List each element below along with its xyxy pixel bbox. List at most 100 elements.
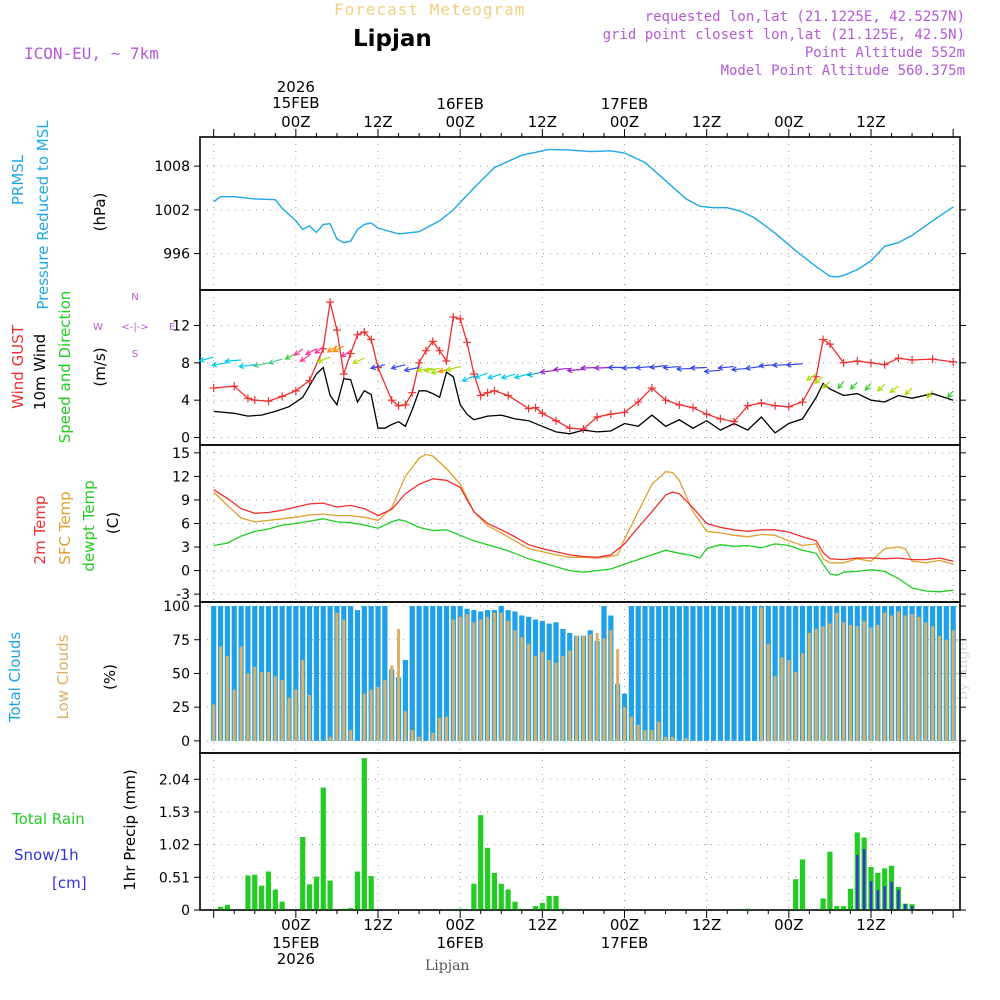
gust-marker xyxy=(463,338,472,347)
gust-marker xyxy=(894,354,903,363)
low-cloud-bar xyxy=(465,614,469,741)
pressure-label: PRMSL xyxy=(9,154,27,205)
snow-bar xyxy=(890,881,893,910)
low-cloud-bar xyxy=(273,676,277,741)
wind-arrow xyxy=(634,364,652,371)
low-cloud-bar xyxy=(253,666,257,741)
total-cloud-bar xyxy=(669,606,676,741)
gust-marker xyxy=(367,335,376,344)
panel-frame-temp xyxy=(199,444,961,603)
wind-arrow xyxy=(390,364,406,371)
pressure-label-long: Pressure Reduced to MSL xyxy=(34,120,52,310)
wind-arrow xyxy=(238,363,255,369)
low-cloud-bar xyxy=(349,730,353,741)
total-cloud-bar xyxy=(731,606,737,741)
snow-bar xyxy=(903,904,907,910)
gust-marker xyxy=(880,360,889,369)
low-cloud-bar xyxy=(780,657,784,741)
low-cloud-bar xyxy=(575,635,579,741)
low-cloud-bar xyxy=(883,612,887,741)
wind-arrow xyxy=(703,368,721,375)
low-cloud-bar xyxy=(664,736,668,741)
wind-arrow xyxy=(904,387,913,396)
bottom-time-label: 00Z xyxy=(445,916,474,934)
wind-arrow xyxy=(211,361,228,368)
gust-marker xyxy=(702,410,711,419)
gust-marker xyxy=(531,403,540,412)
low-cloud-bar xyxy=(855,626,859,741)
low-cloud-bar xyxy=(588,634,592,741)
snow-bar xyxy=(869,881,873,910)
low-cloud-bar xyxy=(417,736,421,741)
rain-bar xyxy=(252,874,258,910)
y-tick-label: -3 xyxy=(176,587,190,603)
gust-marker xyxy=(504,391,513,400)
wind-arrow xyxy=(717,364,735,371)
low-cloud-bar xyxy=(931,626,935,741)
low-cloud-bar xyxy=(801,653,805,741)
snow-bar xyxy=(883,886,886,910)
snow-bar xyxy=(910,906,914,910)
total-cloud-bar xyxy=(361,606,367,741)
wind-arrow xyxy=(284,352,297,360)
wind-arrow xyxy=(837,381,845,390)
wind-arrow xyxy=(785,361,803,368)
low-cloud-bar xyxy=(821,626,825,741)
total-cloud-bar xyxy=(751,606,758,741)
rain-bar xyxy=(354,871,361,910)
low-cloud-bar xyxy=(910,614,914,741)
total-cloud-bar xyxy=(430,606,436,741)
rain-bar xyxy=(327,880,333,910)
wind-arrow xyxy=(946,390,954,399)
wind-unit: (m/s) xyxy=(91,347,109,386)
y-tick-label: 996 xyxy=(163,247,190,263)
rain-bar xyxy=(560,908,566,910)
total-cloud-bar xyxy=(697,606,703,741)
gust-marker xyxy=(730,417,739,426)
total-cloud-bar xyxy=(231,606,237,741)
low-cloud-bar xyxy=(937,635,941,741)
closest-coords: grid point closest lon,lat (21.125E, 42.… xyxy=(602,27,965,43)
wind-arrow xyxy=(224,358,242,364)
low-cloud-bar xyxy=(807,633,811,741)
top-date-label: 16FEB xyxy=(436,95,483,113)
gust-marker xyxy=(647,384,656,393)
panel-frame-pressure xyxy=(199,136,961,291)
rain-bar xyxy=(484,847,491,910)
low-cloud-bar xyxy=(513,630,517,741)
y-tick-label: 50 xyxy=(172,666,190,682)
low-cloud-bar xyxy=(335,612,339,741)
total-cloud-bar xyxy=(245,606,251,741)
low-cloud-bar xyxy=(876,624,880,741)
snow-unit-legend: [cm] xyxy=(52,874,87,892)
low-cloud-bar xyxy=(924,622,928,741)
low-cloud-bar xyxy=(540,651,544,741)
location-title: Lipjan xyxy=(353,26,432,52)
wind-arrow xyxy=(526,371,543,378)
snow-bar xyxy=(856,854,859,910)
wind-arrow xyxy=(500,373,516,380)
total-cloud-bar xyxy=(382,606,388,741)
total-cloud-bar xyxy=(402,659,409,741)
total-cloud-bar xyxy=(628,606,634,741)
total-cloud-bar xyxy=(293,606,299,741)
low-cloud-bar xyxy=(431,732,435,741)
gust-marker xyxy=(524,404,533,413)
gust-marker xyxy=(250,396,259,405)
gust-marker xyxy=(278,392,287,401)
low-cloud-bar xyxy=(533,655,538,741)
low-cloud-bar xyxy=(561,655,565,741)
gust-marker xyxy=(716,414,725,423)
temp-2m-label: 2m Temp xyxy=(31,496,49,565)
wind-arrow xyxy=(314,346,324,354)
wind-arrow xyxy=(730,366,748,373)
y-tick-label: 8 xyxy=(181,356,190,372)
point-altitude: Point Altitude 552m xyxy=(804,45,965,61)
low-cloud-bar xyxy=(896,611,900,741)
wind-arrow xyxy=(252,362,269,368)
wind-arrow xyxy=(849,382,858,390)
total-cloud-bar xyxy=(676,606,682,741)
rain-bar xyxy=(306,884,313,910)
low-cloud-bar xyxy=(890,615,894,741)
gust-marker xyxy=(209,384,218,393)
